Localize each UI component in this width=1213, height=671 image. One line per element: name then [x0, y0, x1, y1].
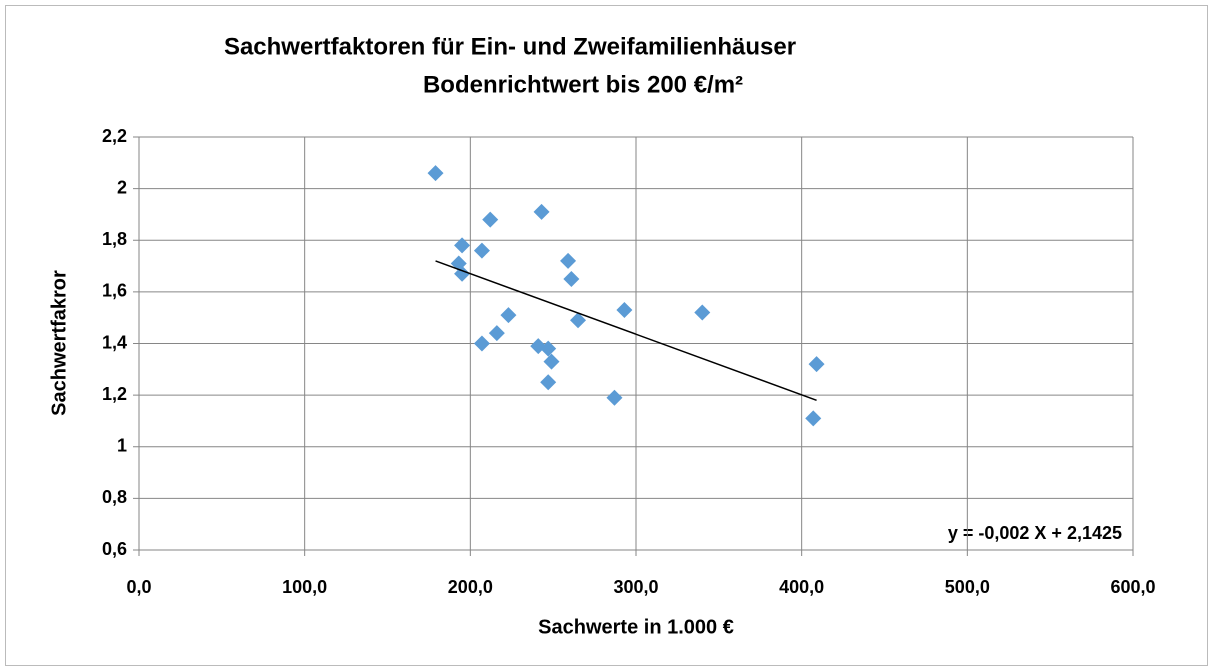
trendline-equation: y = -0,002 X + 2,1425: [948, 523, 1122, 543]
data-point: [454, 237, 471, 254]
data-point: [533, 203, 550, 220]
y-tick-label: 2: [117, 177, 127, 197]
data-point: [694, 304, 711, 321]
data-point: [563, 270, 580, 287]
data-point: [543, 353, 560, 370]
data-point: [427, 165, 444, 182]
data-point: [488, 325, 505, 342]
x-tick-label: 0,0: [126, 577, 151, 597]
trendline: [435, 260, 817, 401]
x-tick-label: 100,0: [282, 577, 327, 597]
chart-subtitle: Bodenrichtwert bis 200 €/m²: [423, 71, 743, 98]
data-point: [616, 301, 633, 318]
x-tick-label: 200,0: [448, 577, 493, 597]
data-point: [482, 211, 499, 228]
data-point: [560, 252, 577, 269]
data-point: [808, 356, 825, 373]
y-tick-label: 1,4: [102, 332, 127, 352]
data-point: [805, 410, 822, 427]
y-tick-label: 1,8: [102, 229, 127, 249]
y-tick-label: 0,6: [102, 539, 127, 559]
data-point: [500, 307, 517, 324]
data-point: [473, 335, 490, 352]
y-tick-label: 1,6: [102, 281, 127, 301]
y-tick-label: 0,8: [102, 487, 127, 507]
data-point: [540, 374, 557, 391]
data-point: [570, 312, 587, 329]
data-point: [473, 242, 490, 259]
x-tick-label: 500,0: [945, 577, 990, 597]
y-tick-label: 2,2: [102, 126, 127, 146]
chart-border: [5, 5, 1208, 666]
chart-title: Sachwertfaktoren für Ein- und Zweifamili…: [224, 33, 796, 60]
data-point: [540, 340, 557, 357]
y-tick-label: 1,2: [102, 384, 127, 404]
y-tick-label: 1: [117, 436, 127, 456]
data-point: [606, 389, 623, 406]
x-tick-label: 600,0: [1110, 577, 1155, 597]
x-tick-label: 300,0: [613, 577, 658, 597]
y-axis-label: Sachwertfakror: [48, 270, 70, 416]
x-axis-label: Sachwerte in 1.000 €: [538, 616, 734, 638]
x-tick-label: 400,0: [779, 577, 824, 597]
